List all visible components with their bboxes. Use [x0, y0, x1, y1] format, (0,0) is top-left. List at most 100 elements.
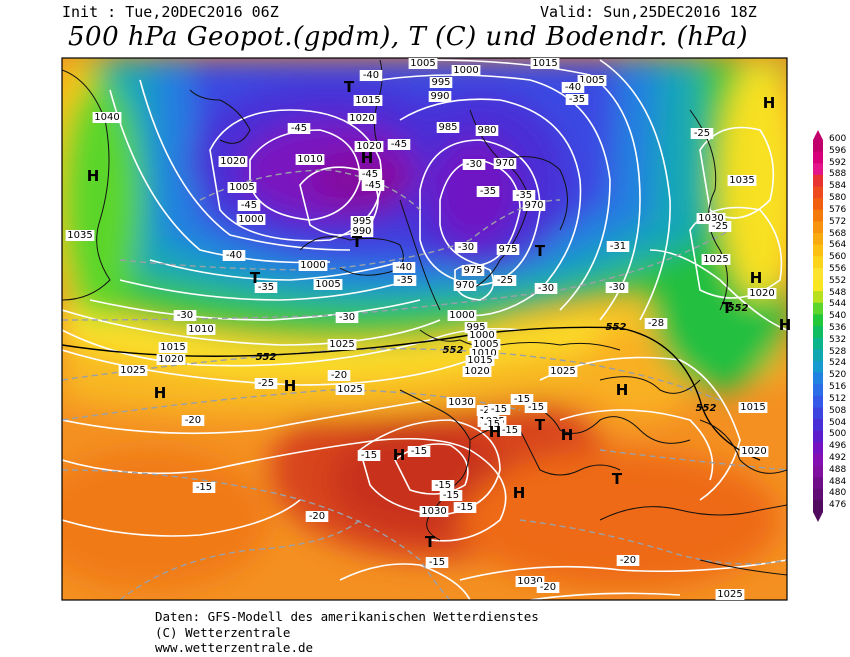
low-pressure-marker: T [612, 470, 623, 488]
temperature-label: -30 [339, 312, 355, 323]
temperature-label: -35 [258, 282, 274, 293]
low-pressure-marker: T [722, 299, 733, 317]
temperature-label-bg [305, 511, 329, 522]
scale-swatch [813, 465, 823, 478]
scale-swatch [813, 291, 823, 304]
pressure-label: 1030 [421, 506, 446, 517]
scale-label: 512 [829, 393, 847, 404]
scale-swatch [813, 198, 823, 211]
temperature-label: -25 [712, 221, 728, 232]
pressure-label: 970 [524, 200, 543, 211]
height-label: 552 [696, 403, 717, 414]
temperature-label: -30 [609, 282, 625, 293]
pressure-label-bg [747, 288, 777, 299]
temperature-label-bg [335, 312, 359, 323]
temperature-label: -35 [516, 190, 532, 201]
scale-swatch [813, 163, 823, 176]
scale-label: 524 [829, 358, 847, 369]
scale-label: 560 [829, 252, 847, 263]
pressure-label-bg [696, 213, 726, 224]
high-pressure-marker: H [616, 381, 629, 399]
pressure-label-bg [461, 265, 485, 276]
temperature-label-bg [425, 557, 449, 568]
scale-arrow-top [813, 130, 823, 140]
temperature-label-bg [644, 318, 668, 329]
height-label: 552 [443, 345, 464, 356]
pressure-label: 970 [495, 158, 514, 169]
scale-label: 572 [829, 216, 847, 227]
pressure-label: 980 [477, 125, 496, 136]
pressure-label-bg [577, 75, 607, 86]
scale-label: 500 [829, 429, 847, 440]
pressure-label: 1035 [67, 230, 92, 241]
pressure-label: 1025 [120, 365, 145, 376]
pressure-label-bg [548, 366, 578, 377]
scale-label: 596 [829, 145, 847, 156]
pressure-label: 1040 [94, 112, 119, 123]
init-time: Init : Tue,20DEC2016 06Z [62, 3, 279, 21]
pressure-label: 1030 [517, 576, 542, 587]
temperature-label: -15 [411, 446, 427, 457]
temperature-label: -15 [502, 425, 518, 436]
temperature-label-bg [254, 282, 278, 293]
pressure-label: 1020 [349, 113, 374, 124]
high-pressure-marker: H [87, 167, 100, 185]
pressure-label-bg [429, 77, 453, 88]
temperature-label: -15 [443, 490, 459, 501]
scale-swatch [813, 453, 823, 466]
pressure-label-bg [530, 58, 560, 69]
high-pressure-marker: H [154, 384, 167, 402]
scale-label: 552 [829, 275, 847, 286]
temperature-label-bg [708, 221, 732, 232]
pressure-label: 1025 [717, 589, 742, 600]
pressure-label: 970 [455, 280, 474, 291]
pressure-label: 1000 [453, 65, 478, 76]
scale-swatch [813, 174, 823, 187]
temperature-label: -40 [396, 262, 412, 273]
pressure-label-bg [347, 113, 377, 124]
pressure-label-bg [451, 65, 481, 76]
scale-label: 532 [829, 334, 847, 345]
temperature-label: -40 [363, 70, 379, 81]
temperature-label: -15 [484, 419, 500, 430]
temperature-label-bg [606, 241, 630, 252]
pressure-label: 1005 [229, 182, 254, 193]
pressure-label-bg [327, 339, 357, 350]
pressure-label: 1030 [448, 397, 473, 408]
temperature-label: -30 [177, 310, 193, 321]
height-labels: 552 552 552 552 552 [256, 303, 749, 414]
temperature-label: -25 [497, 275, 513, 286]
temperature-label: -45 [241, 200, 257, 211]
pressure-label-bg [298, 260, 328, 271]
pressure-label-bg [475, 125, 499, 136]
temperature-label-bg [237, 200, 261, 211]
pressure-label: 1000 [469, 330, 494, 341]
pressure-label-bg [465, 355, 495, 366]
pressure-label-bg [715, 589, 745, 600]
pressure-label: 1015 [467, 355, 492, 366]
pressure-label: 1000 [449, 310, 474, 321]
temperature-label-bg [173, 310, 197, 321]
temperature-label: -25 [694, 128, 710, 139]
scale-swatch [813, 395, 823, 408]
pressure-label: 1010 [188, 324, 213, 335]
pressure-label: 1020 [464, 366, 489, 377]
temperature-label: -15 [514, 394, 530, 405]
low-pressure-marker: T [250, 269, 261, 287]
temperature-label-bg [605, 282, 629, 293]
temperature-label-bg [387, 139, 411, 150]
temperature-label-bg [476, 186, 500, 197]
temperature-label: -15 [457, 502, 473, 513]
temperature-label-bg [254, 378, 278, 389]
pressure-label-bg [350, 216, 374, 227]
temperature-label-bg [616, 555, 640, 566]
scale-label: 540 [829, 311, 847, 322]
scale-label: 576 [829, 204, 847, 215]
pressure-label: 1020 [749, 288, 774, 299]
temperature-label: -35 [480, 186, 496, 197]
temperature-label: -25 [258, 378, 274, 389]
scale-label: 536 [829, 323, 847, 333]
high-pressure-marker: H [284, 377, 297, 395]
scale-label: 556 [829, 263, 847, 274]
pressure-label-bg [227, 182, 257, 193]
